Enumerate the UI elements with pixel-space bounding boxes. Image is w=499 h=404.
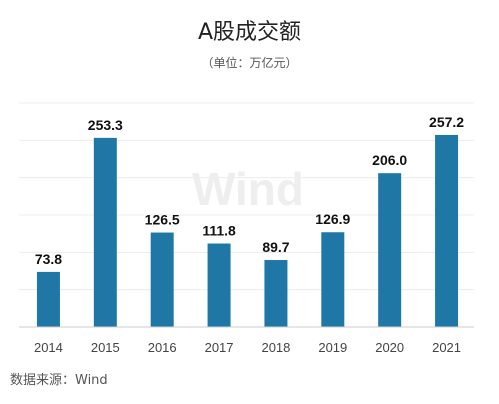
bar-2019 bbox=[321, 232, 345, 327]
bar-2014 bbox=[36, 271, 60, 327]
x-tick-label-2016: 2016 bbox=[148, 340, 177, 355]
bar-2018 bbox=[264, 260, 288, 327]
value-label-2020: 206.0 bbox=[372, 152, 407, 168]
value-label-2019: 126.9 bbox=[315, 211, 350, 227]
x-tick-label-2021: 2021 bbox=[432, 340, 461, 355]
bar-2015 bbox=[93, 137, 117, 327]
chart-title: A股成交额 bbox=[197, 20, 302, 45]
value-label-2017: 111.8 bbox=[202, 223, 236, 239]
watermark-wind: Wind bbox=[192, 163, 304, 215]
value-label-2021: 257.2 bbox=[429, 114, 464, 130]
value-label-2015: 253.3 bbox=[88, 117, 123, 133]
x-tick-label-2018: 2018 bbox=[261, 340, 290, 355]
value-label-2014: 73.8 bbox=[35, 251, 62, 267]
x-tick-label-2014: 2014 bbox=[34, 340, 63, 355]
bar-2016 bbox=[150, 232, 174, 327]
x-tick-label-2019: 2019 bbox=[318, 340, 347, 355]
x-tick-label-2015: 2015 bbox=[91, 340, 120, 355]
bar-2020 bbox=[378, 173, 402, 327]
bar-2021 bbox=[435, 134, 459, 327]
x-tick-label-2020: 2020 bbox=[375, 340, 404, 355]
value-label-2018: 89.7 bbox=[262, 239, 289, 255]
chart-subtitle: （单位：万亿元） bbox=[201, 56, 298, 70]
source-note: 数据来源：Wind bbox=[10, 373, 108, 388]
x-tick-labels: 2014 2015 2016 2017 2018 2019 2020 2021 bbox=[34, 340, 461, 355]
x-tick-label-2017: 2017 bbox=[205, 340, 234, 355]
value-label-2016: 126.5 bbox=[145, 212, 180, 228]
bars bbox=[36, 134, 459, 327]
value-labels: 73.8 253.3 126.5 111.8 89.7 126.9 206.0 257.2 bbox=[35, 114, 464, 267]
bar-2017 bbox=[207, 243, 231, 327]
